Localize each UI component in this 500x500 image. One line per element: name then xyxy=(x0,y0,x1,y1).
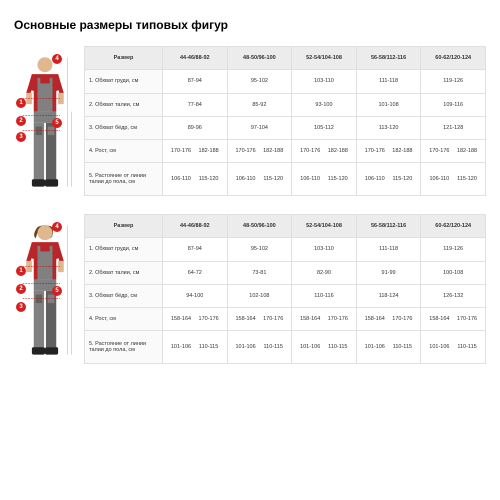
cell: 158-164170-176 xyxy=(292,308,357,331)
row-label: 4. Рост, см xyxy=(85,308,163,331)
cell: 101-106110-115 xyxy=(292,331,357,364)
measure-marker-4: 4 xyxy=(52,222,62,232)
measure-marker-1: 1 xyxy=(16,98,26,108)
col-header: 48-50/96-100 xyxy=(227,215,292,238)
row-label: 1. Обхват груди, см xyxy=(85,238,163,261)
cell: 85-92 xyxy=(227,93,292,116)
cell: 110-116 xyxy=(292,284,357,307)
col-header: 56-58/112-116 xyxy=(356,47,421,70)
cell: 158-164170-176 xyxy=(163,308,228,331)
cell: 170-176182-188 xyxy=(227,140,292,163)
col-header: 44-46/88-92 xyxy=(163,215,228,238)
row-label: 4. Рост, см xyxy=(85,140,163,163)
cell: 103-110 xyxy=(292,238,357,261)
cell: 170-176182-188 xyxy=(292,140,357,163)
cell: 158-164170-176 xyxy=(356,308,421,331)
table-row: 5. Растояние от линии талии до пола, см1… xyxy=(85,331,486,364)
cell: 101-106110-115 xyxy=(163,331,228,364)
cell: 119-126 xyxy=(421,238,486,261)
cell: 106-110115-120 xyxy=(292,163,357,196)
cell: 95-102 xyxy=(227,70,292,93)
cell: 82-90 xyxy=(292,261,357,284)
cell: 87-94 xyxy=(163,70,228,93)
measure-marker-1: 1 xyxy=(16,266,26,276)
measure-marker-4: 4 xyxy=(52,54,62,64)
cell: 64-72 xyxy=(163,261,228,284)
table-row: 3. Обхват бёдр, см89-9697-104105-112113-… xyxy=(85,116,486,139)
col-header: Размер xyxy=(85,215,163,238)
cell: 106-110115-120 xyxy=(163,163,228,196)
row-label: 5. Растояние от линии талии до пола, см xyxy=(85,331,163,364)
female-figure: 1 2 3 4 5 xyxy=(14,214,76,364)
table-row: 2. Обхват талии, см64-7273-8182-9091-991… xyxy=(85,261,486,284)
measure-marker-5: 5 xyxy=(52,118,62,128)
cell: 93-100 xyxy=(292,93,357,116)
row-label: 1. Обхват груди, см xyxy=(85,70,163,93)
table-row: 4. Рост, см158-164170-176158-164170-1761… xyxy=(85,308,486,331)
cell: 170-176182-188 xyxy=(421,140,486,163)
col-header: 52-54/104-108 xyxy=(292,47,357,70)
cell: 158-164170-176 xyxy=(421,308,486,331)
cell: 106-110115-120 xyxy=(421,163,486,196)
col-header: 60-62/120-124 xyxy=(421,215,486,238)
cell: 109-116 xyxy=(421,93,486,116)
cell: 101-106110-115 xyxy=(421,331,486,364)
col-header: Размер xyxy=(85,47,163,70)
table-row: 3. Обхват бёдр, см94-100102-108110-11611… xyxy=(85,284,486,307)
measure-marker-5: 5 xyxy=(52,286,62,296)
cell: 73-81 xyxy=(227,261,292,284)
cell: 89-96 xyxy=(163,116,228,139)
size-section: 1 2 3 4 5 Размер44-46/88-9248-50/96-10052-54/… xyxy=(14,46,486,196)
measure-marker-2: 2 xyxy=(16,116,26,126)
cell: 105-112 xyxy=(292,116,357,139)
size-table: Размер44-46/88-9248-50/96-10052-54/104-1… xyxy=(84,214,486,364)
cell: 101-106110-115 xyxy=(356,331,421,364)
cell: 100-108 xyxy=(421,261,486,284)
cell: 101-108 xyxy=(356,93,421,116)
cell: 158-164170-176 xyxy=(227,308,292,331)
cell: 121-128 xyxy=(421,116,486,139)
cell: 106-110115-120 xyxy=(356,163,421,196)
measure-marker-3: 3 xyxy=(16,132,26,142)
cell: 111-118 xyxy=(356,238,421,261)
row-label: 2. Обхват талии, см xyxy=(85,261,163,284)
cell: 126-132 xyxy=(421,284,486,307)
cell: 102-108 xyxy=(227,284,292,307)
cell: 91-99 xyxy=(356,261,421,284)
measure-marker-3: 3 xyxy=(16,302,26,312)
page-title: Основные размеры типовых фигур xyxy=(14,18,486,32)
table-row: 1. Обхват груди, см87-9495-102103-110111… xyxy=(85,70,486,93)
measure-marker-2: 2 xyxy=(16,284,26,294)
cell: 170-176182-188 xyxy=(163,140,228,163)
table-row: 1. Обхват груди, см87-9495-102103-110111… xyxy=(85,238,486,261)
col-header: 48-50/96-100 xyxy=(227,47,292,70)
cell: 118-124 xyxy=(356,284,421,307)
cell: 94-100 xyxy=(163,284,228,307)
table-row: 2. Обхват талии, см77-8485-9293-100101-1… xyxy=(85,93,486,116)
cell: 106-110115-120 xyxy=(227,163,292,196)
table-row: 4. Рост, см170-176182-188170-176182-1881… xyxy=(85,140,486,163)
row-label: 2. Обхват талии, см xyxy=(85,93,163,116)
row-label: 3. Обхват бёдр, см xyxy=(85,284,163,307)
cell: 87-94 xyxy=(163,238,228,261)
male-figure: 1 2 3 4 5 xyxy=(14,46,76,196)
row-label: 3. Обхват бёдр, см xyxy=(85,116,163,139)
col-header: 44-46/88-92 xyxy=(163,47,228,70)
col-header: 56-58/112-116 xyxy=(356,215,421,238)
col-header: 60-62/120-124 xyxy=(421,47,486,70)
cell: 111-118 xyxy=(356,70,421,93)
cell: 170-176182-188 xyxy=(356,140,421,163)
cell: 101-106110-115 xyxy=(227,331,292,364)
col-header: 52-54/104-108 xyxy=(292,215,357,238)
size-table: Размер44-46/88-9248-50/96-10052-54/104-1… xyxy=(84,46,486,196)
cell: 119-126 xyxy=(421,70,486,93)
cell: 113-120 xyxy=(356,116,421,139)
size-section: 1 2 3 4 5 Размер44-46/88-9248-50/96-10052-54/… xyxy=(14,214,486,364)
cell: 103-110 xyxy=(292,70,357,93)
cell: 77-84 xyxy=(163,93,228,116)
table-row: 5. Растояние от линии талии до пола, см1… xyxy=(85,163,486,196)
row-label: 5. Растояние от линии талии до пола, см xyxy=(85,163,163,196)
cell: 95-102 xyxy=(227,238,292,261)
cell: 97-104 xyxy=(227,116,292,139)
